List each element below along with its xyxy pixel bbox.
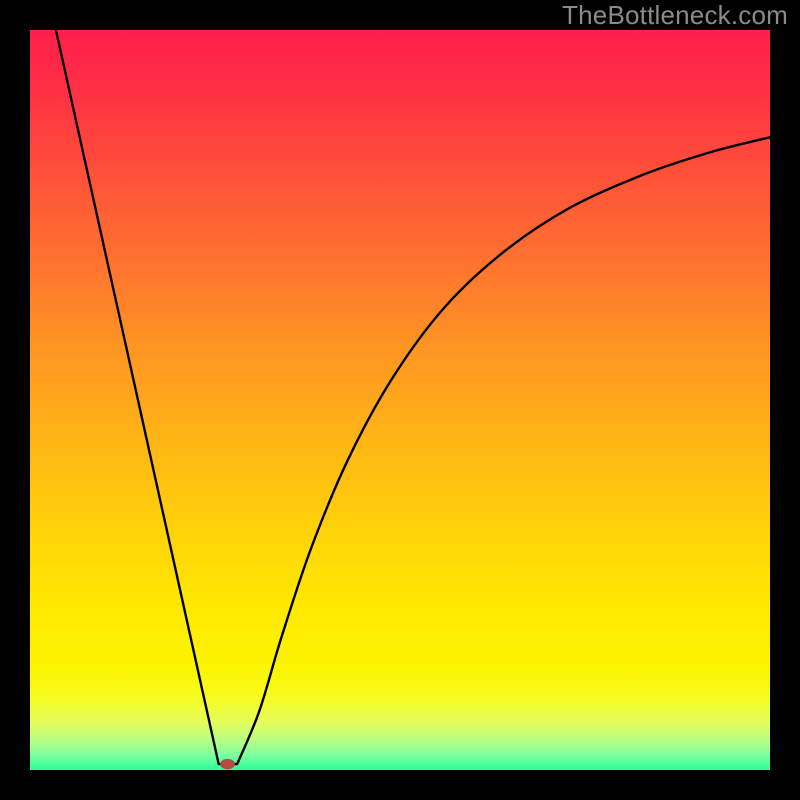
bottleneck-chart [0, 0, 800, 800]
optimal-point-marker [220, 759, 235, 769]
chart-gradient-background [30, 30, 770, 770]
chart-container: TheBottleneck.com [0, 0, 800, 800]
watermark-text: TheBottleneck.com [562, 0, 788, 31]
